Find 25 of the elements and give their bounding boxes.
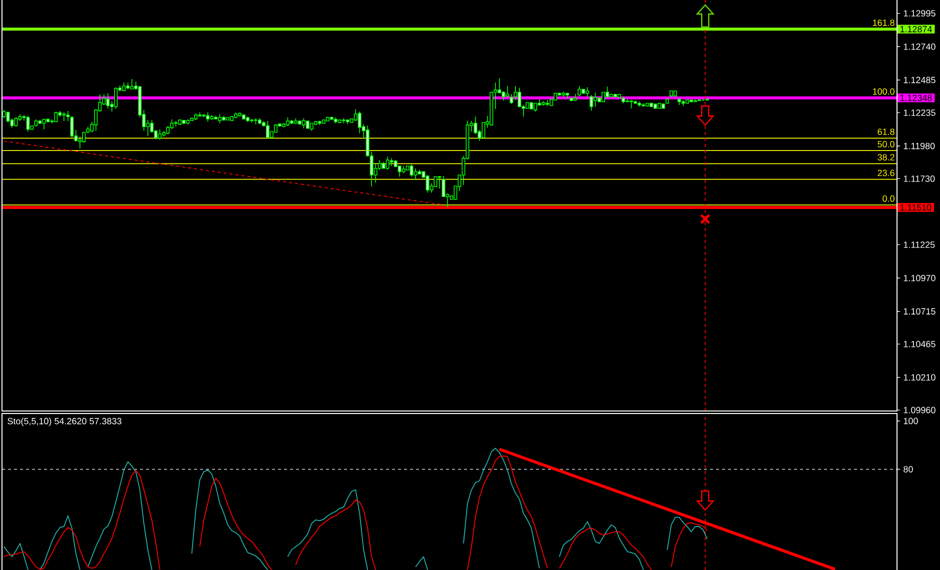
y-tick-label: 1.12485	[904, 76, 936, 84]
y-tick-label: 1.11980	[904, 142, 935, 150]
y-tick-label: 1.11225	[904, 242, 935, 248]
y-tick-label: 100	[904, 418, 918, 424]
y-tick-label: 1.12235	[904, 109, 936, 116]
annotation: 100.0	[872, 88, 894, 95]
annotation: 50.0	[878, 141, 894, 148]
y-tick-label: 1.10970	[904, 274, 936, 282]
annotation: 0.0	[882, 195, 894, 202]
chart-title: Sto(5,5,10) 54.2620 57.3833	[8, 418, 122, 426]
ref-line-label: 1.12348	[900, 94, 932, 102]
y-tick-label: 1.11730	[904, 176, 935, 182]
y-tick-label: 1.10210	[904, 374, 936, 381]
ref-line-label: 1.11510	[900, 204, 932, 211]
y-tick-label: 1.12995	[904, 10, 936, 17]
annotation: 23.6	[878, 170, 894, 176]
y-tick-label: 1.10465	[904, 340, 936, 348]
annotation: 38.2	[878, 154, 894, 160]
annotation: 61.8	[878, 128, 894, 135]
ref-line-label: 1.12874	[900, 26, 932, 32]
y-tick-label: 1.09960	[904, 406, 936, 414]
annotation: 161.8	[872, 20, 894, 26]
y-tick-label: 1.12740	[904, 43, 936, 50]
y-tick-label: 80	[904, 466, 913, 472]
y-tick-label: 1.10715	[904, 308, 936, 315]
